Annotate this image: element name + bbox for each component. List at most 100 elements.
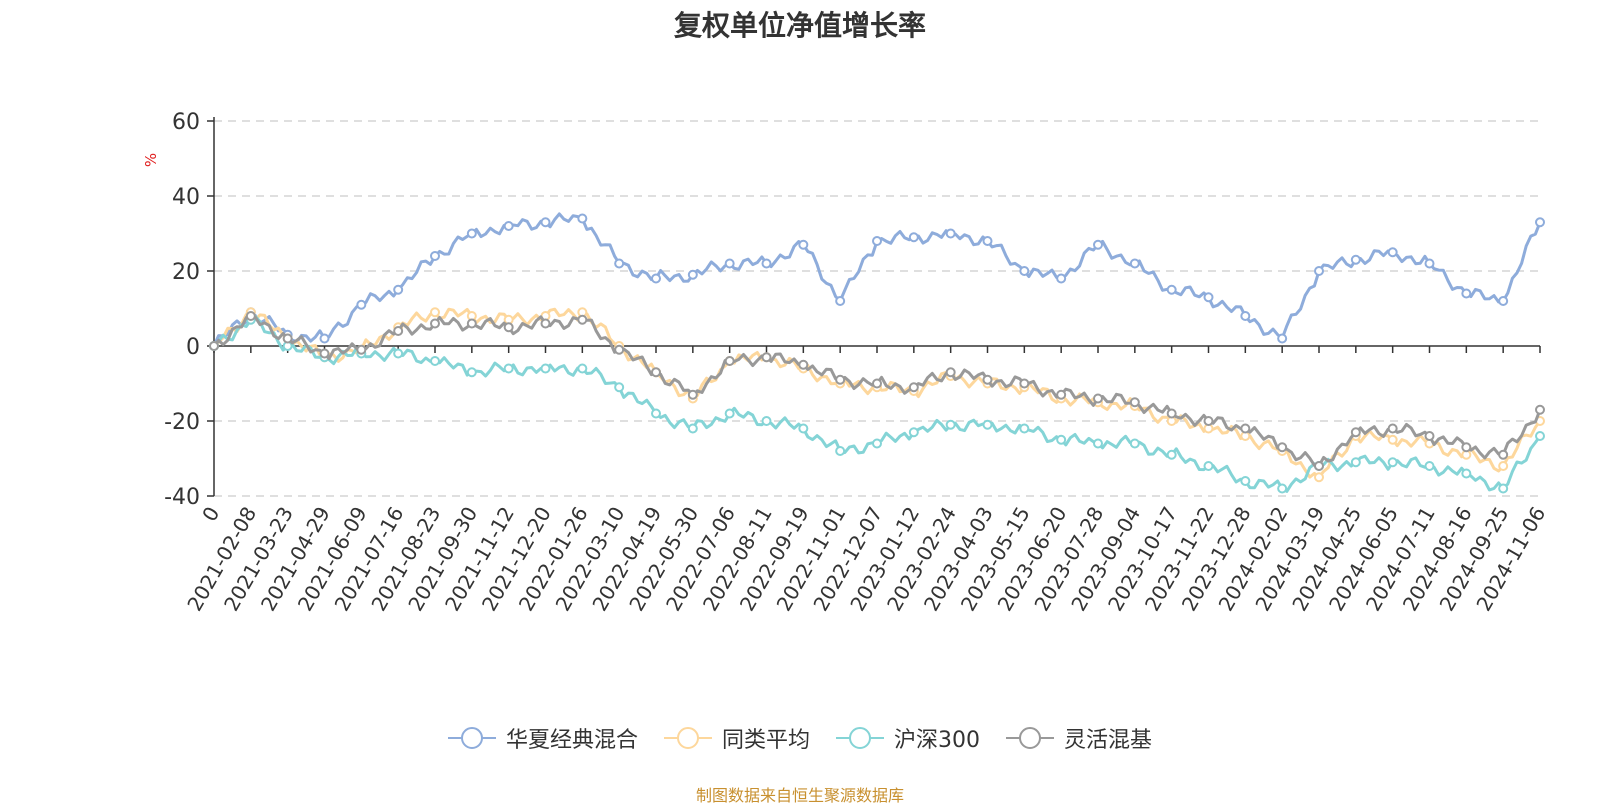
data-point xyxy=(945,419,956,430)
data-point xyxy=(1093,438,1103,449)
data-point xyxy=(1535,404,1545,415)
data-point xyxy=(1166,408,1177,419)
data-point xyxy=(872,438,882,449)
data-point xyxy=(1277,333,1288,344)
data-point xyxy=(835,296,846,306)
data-point xyxy=(430,318,440,329)
data-point xyxy=(356,344,367,355)
data-point xyxy=(1277,442,1288,453)
data-point xyxy=(872,378,882,389)
data-point xyxy=(982,419,993,430)
data-point xyxy=(651,408,661,419)
data-point xyxy=(1314,461,1324,471)
legend-symbol-icon xyxy=(1006,727,1054,749)
legend-symbol-icon xyxy=(836,727,884,749)
data-point xyxy=(540,318,551,329)
data-point xyxy=(651,367,661,378)
data-point xyxy=(1498,483,1509,494)
data-point xyxy=(1461,468,1472,479)
grid-lines xyxy=(214,120,1540,497)
data-point xyxy=(872,236,882,246)
data-point xyxy=(1498,449,1509,460)
data-point xyxy=(651,273,661,284)
data-point xyxy=(577,314,588,325)
data-point xyxy=(798,239,809,250)
series-layer xyxy=(209,212,1545,494)
data-point xyxy=(503,221,514,231)
data-point xyxy=(1056,434,1067,445)
data-point xyxy=(503,363,514,374)
data-point xyxy=(1350,457,1361,468)
data-point xyxy=(1093,393,1103,404)
data-point xyxy=(835,374,846,385)
data-point xyxy=(393,326,404,336)
data-point xyxy=(1461,288,1472,299)
data-point xyxy=(761,258,772,269)
y-tick-label: 60 xyxy=(172,110,200,135)
data-point xyxy=(1129,258,1140,269)
data-point xyxy=(1350,254,1361,265)
data-point xyxy=(1203,292,1214,303)
data-point xyxy=(1019,378,1030,389)
data-point xyxy=(319,333,330,344)
data-point xyxy=(1387,457,1398,468)
data-point xyxy=(1019,266,1030,276)
data-point xyxy=(1314,266,1324,276)
data-point xyxy=(356,299,367,310)
data-point xyxy=(798,423,809,434)
data-point xyxy=(908,382,919,393)
data-point xyxy=(466,367,477,378)
data-point xyxy=(393,348,404,359)
data-point xyxy=(466,228,477,239)
data-point xyxy=(430,356,440,366)
data-point xyxy=(945,367,956,378)
data-point xyxy=(503,322,514,333)
data-point xyxy=(1535,431,1545,441)
data-point xyxy=(687,423,698,434)
legend-symbol-icon xyxy=(447,727,496,749)
data-point xyxy=(687,389,698,400)
data-point xyxy=(282,333,293,344)
y-tick-label: 0 xyxy=(186,335,200,360)
data-point xyxy=(1498,296,1509,306)
data-point xyxy=(1498,461,1509,471)
legend-item[interactable]: 华夏经典混合 xyxy=(447,722,638,754)
data-point xyxy=(1240,423,1251,434)
data-point xyxy=(761,416,772,426)
data-point xyxy=(209,341,219,351)
data-point xyxy=(614,258,625,269)
data-point xyxy=(393,284,404,295)
legend-label: 同类平均 xyxy=(721,728,810,753)
data-point xyxy=(1129,438,1140,449)
data-point xyxy=(245,311,256,321)
data-point xyxy=(577,363,588,374)
y-tick-label: -20 xyxy=(164,410,200,435)
data-point xyxy=(1350,427,1361,438)
data-point xyxy=(1424,461,1435,471)
y-tick-label: 40 xyxy=(172,185,200,210)
data-point xyxy=(724,408,735,419)
data-point xyxy=(1314,472,1324,483)
series-line xyxy=(212,314,1542,493)
series-line xyxy=(212,212,1542,347)
data-point xyxy=(430,251,440,261)
data-point xyxy=(724,258,735,269)
data-point xyxy=(908,232,919,243)
axes: -40-20020406002021-02-082021-03-232021-0… xyxy=(164,110,1550,615)
y-tick-label: -40 xyxy=(164,485,200,510)
y-axis-label: % xyxy=(142,153,160,167)
data-point xyxy=(540,363,551,374)
data-point xyxy=(540,217,551,228)
data-point xyxy=(1387,434,1398,445)
legend-item[interactable]: 同类平均 xyxy=(663,722,810,754)
data-point xyxy=(1056,389,1067,400)
legend-item[interactable]: 沪深300 xyxy=(836,722,980,754)
chart-title: 复权单位净值增长率 xyxy=(673,9,926,42)
legend-item[interactable]: 灵活混基 xyxy=(1006,722,1152,754)
data-source-note: 制图数据来自恒生聚源数据库 xyxy=(695,786,904,805)
data-point xyxy=(1387,247,1398,258)
data-point xyxy=(577,213,588,224)
data-point xyxy=(1203,461,1214,471)
data-point xyxy=(1461,442,1472,453)
data-point xyxy=(1056,273,1067,284)
